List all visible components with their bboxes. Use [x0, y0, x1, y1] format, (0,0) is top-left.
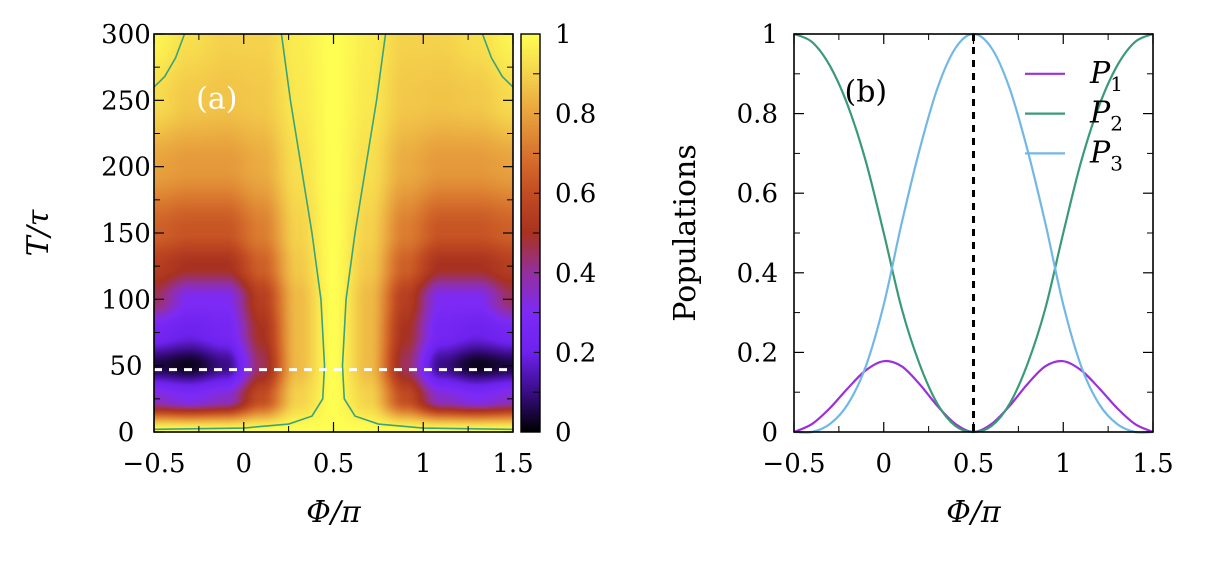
legend-symbol: P	[1089, 135, 1111, 170]
x-axis-label-a: Φ/π	[306, 495, 362, 530]
colorbar-tick-label: 0	[555, 418, 572, 448]
colorbar-tick-label: 1	[555, 20, 572, 50]
x-tick-label: 1.5	[1132, 449, 1173, 479]
x-axis-label-b: Φ/π	[946, 495, 1002, 530]
x-tick-label: −0.5	[122, 449, 185, 479]
y-tick-label: 200	[101, 153, 151, 183]
legend-symbol: P	[1089, 96, 1111, 131]
y-tick-label: 0.8	[737, 100, 778, 130]
colorbar-tick-label: 0.6	[555, 179, 596, 209]
x-tick-label: 1.5	[492, 449, 533, 479]
contour-line-2	[153, 33, 186, 88]
y-tick-label: 250	[101, 86, 151, 116]
legend-symbol: P	[1089, 56, 1111, 91]
y-tick-label: 0	[761, 418, 778, 448]
contour-line-3	[481, 33, 514, 88]
legend-label-P2: P2	[1089, 96, 1123, 136]
y-tick-label: 0	[118, 418, 135, 448]
y-tick-label: 1	[761, 20, 778, 50]
heatmap-image	[154, 34, 513, 432]
legend-label-P1: P1	[1089, 56, 1123, 96]
x-tick-label: −0.5	[762, 449, 825, 479]
colorbar-tick-label: 0.4	[555, 259, 596, 289]
colorbar-gradient	[521, 34, 540, 432]
y-axis-label-b: Populations	[668, 144, 703, 321]
x-tick-label: 0	[235, 449, 252, 479]
y-tick-label: 0.4	[737, 259, 778, 289]
x-tick-label: 1	[415, 449, 432, 479]
y-tick-label: 0.6	[737, 179, 778, 209]
y-tick-label: 0.2	[737, 338, 778, 368]
contour-line-1	[341, 33, 514, 431]
x-tick-label: 0.5	[313, 449, 354, 479]
y-tick-label: 100	[101, 285, 151, 315]
legend-subscript: 2	[1110, 112, 1123, 136]
x-tick-label: 0	[875, 449, 892, 479]
y-tick-label: 300	[101, 20, 151, 50]
colorbar-tick-label: 0.8	[555, 100, 596, 130]
y-tick-label: 150	[101, 219, 151, 249]
legend-subscript: 1	[1110, 72, 1123, 96]
y-tick-label: 50	[109, 352, 142, 382]
contour-line-0	[153, 33, 326, 431]
x-tick-label: 1	[1055, 449, 1072, 479]
legend-label-P3: P3	[1089, 135, 1123, 175]
legend-subscript: 3	[1110, 151, 1123, 175]
x-tick-label: 0.5	[953, 449, 994, 479]
panel-label-a: (a)	[196, 81, 237, 116]
panel-label-b: (b)	[844, 75, 887, 110]
y-axis-label-a: T/τ	[21, 209, 56, 256]
colorbar-tick-label: 0.2	[555, 338, 596, 368]
series-line-P1	[793, 359, 1154, 434]
